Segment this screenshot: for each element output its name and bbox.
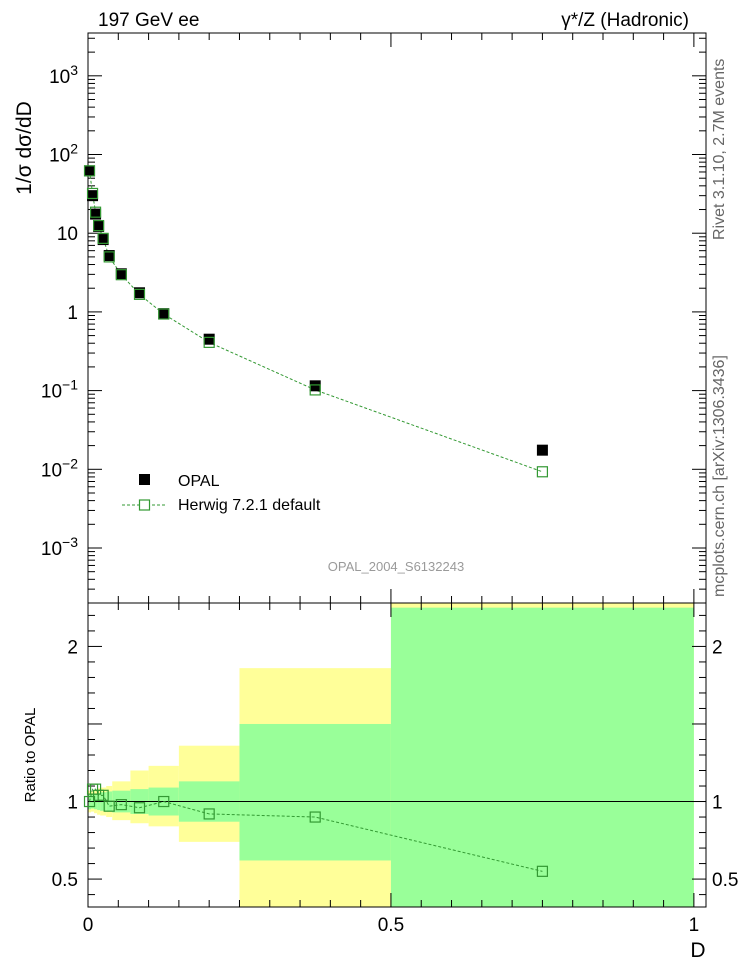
ratio-herwig-point [309,811,321,823]
herwig-point [93,219,105,232]
ratio-y-axis-title: Ratio to OPAL [22,708,39,803]
ratio-y-tick-label-right-1: 1 [712,793,723,814]
herwig-point [89,206,102,218]
ratio-y-tick-label-left-1: 1 [67,793,78,814]
opal-point [158,308,170,320]
plot-title-process: γ*/Z (Hadronic) [561,10,689,31]
opal-point [115,268,127,280]
y-tick-label-6: 103 [49,62,78,88]
ratio-plot: 0 0.5 1 0.5 0.5 1 1 2 2 [52,602,738,936]
y-tick-label-0: 10−3 [41,534,78,560]
ratio-y-tick-label-left-2: 2 [67,637,78,658]
ratio-y-tick-label-right-2: 2 [712,637,723,658]
ratio-band-inner-10 [239,723,391,861]
legend-label-herwig: Herwig 7.2.1 default [178,497,321,514]
ratio-herwig-point [133,802,146,814]
herwig-point [86,187,99,200]
legend-marker-herwig [138,499,151,511]
herwig-point [115,269,127,281]
opal-point [90,208,102,220]
y-tick-label-5: 102 [49,141,78,167]
x-tick-label-2: 1 [689,915,700,936]
legend-label-opal: OPAL [178,473,220,490]
ratio-band-inner-11 [390,607,694,907]
herwig-point [203,336,215,348]
rivet-version-label: Rivet 3.1.10, 2.7M events [711,59,728,240]
plot-title-energy: 197 GeV ee [98,10,199,31]
mcplots-credit-label: mcplots.cern.ch [arXiv:1306.3436] [711,355,728,597]
herwig-point [158,308,170,320]
ratio-herwig-point [536,865,549,877]
analysis-id-watermark: OPAL_2004_S6132243 [328,559,464,574]
herwig-point [309,384,321,396]
main-y-axis-title: 1/σ dσ/dD [13,101,36,195]
herwig-line [89,170,543,473]
ratio-herwig-point [158,795,170,808]
opal-point [536,444,548,456]
opal-point [103,250,115,262]
x-tick-label-0: 0 [83,915,94,936]
opal-point [309,380,321,392]
x-axis-title: D [690,939,705,962]
opal-point [84,165,96,177]
opal-point [97,234,109,246]
y-tick-label-1: 10−2 [41,455,78,481]
opal-point [203,333,215,345]
x-tick-label-1: 0.5 [378,915,404,936]
ratio-herwig-point [89,783,102,795]
opal-point [134,287,145,299]
ratio-herwig-point [115,799,127,811]
ratio-herwig-line [89,788,543,872]
y-tick-label-3: 1 [67,303,78,324]
main-plot-frame [87,32,707,604]
ratio-herwig-point [203,808,215,820]
herwig-point [133,288,146,300]
herwig-point [536,466,549,478]
legend: OPAL Herwig 7.2.1 default [122,473,321,514]
ratio-herwig-point [83,795,96,808]
ratio-herwig-point [97,789,109,801]
ratio-y-tick-label-left-0: 0.5 [52,870,78,891]
ratio-herwig-point [103,800,115,812]
y-tick-label-2: 10−1 [41,377,78,403]
main-plot: 10−3 10−2 10−1 1 10 102 103 [41,32,707,604]
ratio-y-tick-label-right-0: 0.5 [712,870,738,891]
opal-point [93,220,105,232]
legend-marker-opal [139,474,150,485]
herwig-point [103,251,115,263]
herwig-point [83,165,96,177]
y-tick-label-4: 10 [57,224,78,245]
opal-point [87,190,99,202]
herwig-point [97,232,109,244]
